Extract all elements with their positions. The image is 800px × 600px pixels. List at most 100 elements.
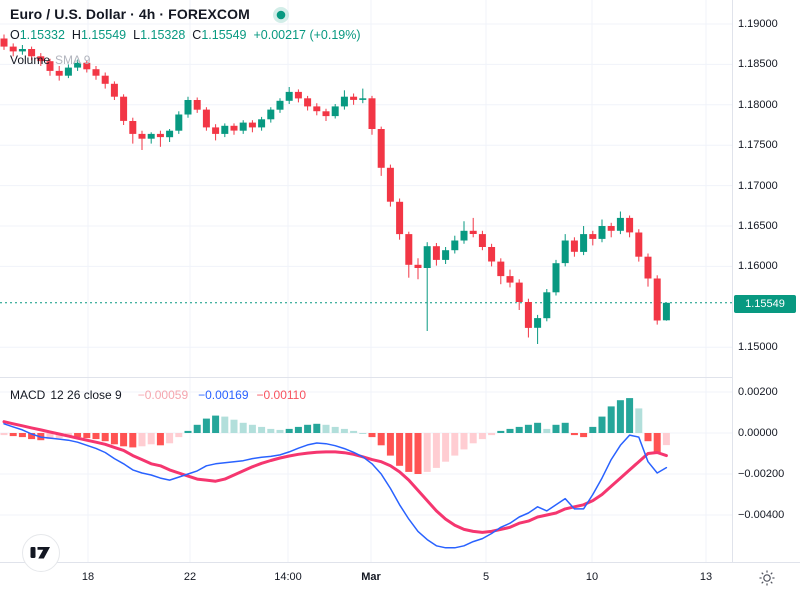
candle-body [534, 318, 542, 328]
macd-histogram-bar [156, 433, 164, 446]
low-value: 1.15328 [140, 28, 186, 42]
candle-body [239, 122, 247, 131]
candle-body [368, 98, 376, 129]
candle-body [561, 240, 569, 264]
open-label: O [10, 28, 20, 42]
time-axis[interactable] [0, 563, 800, 600]
macd-histogram-bar [138, 433, 146, 447]
macd-histogram-bar [101, 433, 109, 442]
close-value: 1.15549 [201, 28, 247, 42]
macd-histogram-bar [626, 398, 634, 433]
candle-body [442, 250, 450, 260]
macd-histogram-bar [368, 433, 376, 438]
candle-body [248, 122, 256, 128]
macd-histogram-bar [478, 433, 486, 440]
macd-histogram-bar [267, 428, 275, 433]
macd-histogram-bar [451, 433, 459, 456]
candle-body [175, 114, 183, 131]
macd-histogram-bar [570, 433, 578, 436]
candle-body [230, 125, 238, 131]
macd-histogram-bar [55, 433, 63, 439]
macd-params: 12 26 close 9 [50, 388, 122, 402]
high-value: 1.15549 [80, 28, 127, 42]
macd-histogram-value: −0.00059 [137, 388, 189, 402]
macd-histogram-bar [616, 400, 624, 433]
price-tick-label: 1.17500 [738, 139, 778, 151]
tradingview-logo-icon [30, 547, 50, 559]
price-tick-label: 1.15000 [738, 341, 778, 353]
candle-body [64, 67, 72, 76]
macd-histogram-bar [644, 433, 652, 442]
macd-histogram-bar [322, 424, 330, 433]
macd-histogram-bar [552, 424, 560, 433]
tradingview-logo-button[interactable] [22, 534, 60, 572]
volume-params: SMA 9 [55, 53, 91, 67]
macd-histogram-bar [230, 419, 238, 433]
macd-label[interactable]: MACD [10, 388, 46, 402]
candle-body [129, 121, 137, 134]
macd-histogram-bar [74, 433, 82, 438]
macd-histogram-bar [46, 433, 54, 440]
candle-body [83, 62, 91, 70]
ohlc-readout: O1.15332 H1.15549 L1.15328 C1.15549 +0.00217… [10, 28, 361, 42]
macd-histogram-bar [294, 426, 302, 433]
candle-body [589, 234, 597, 239]
settings-sun-button[interactable] [758, 569, 776, 587]
macd-histogram-bar [28, 433, 36, 440]
last-price-badge: 1.15549 [734, 295, 796, 313]
candle-body [414, 264, 422, 268]
macd-histogram-bar [414, 433, 422, 474]
time-tick-label: 10 [585, 571, 599, 583]
macd-main-line [3, 423, 668, 549]
candle-body [570, 240, 578, 252]
volume-indicator-legend[interactable]: Volume SMA 9 [10, 53, 90, 67]
volume-label[interactable]: Volume [10, 53, 51, 67]
macd-histogram-bar [469, 433, 477, 444]
candle-body [377, 129, 385, 168]
candle-body [543, 292, 551, 319]
candle-body [626, 217, 634, 233]
candle-body [616, 217, 624, 231]
candle-body [147, 133, 155, 139]
macd-histogram-bar [239, 422, 247, 434]
macd-line-value: −0.00169 [198, 388, 249, 402]
price-tick-label: 1.19000 [738, 18, 778, 30]
macd-histogram-bar [92, 433, 100, 440]
macd-histogram-bar [221, 416, 229, 433]
candle-body [506, 276, 514, 283]
symbol-title[interactable]: Euro / U.S. Dollar · 4h · FOREXCOM [10, 6, 250, 22]
macd-indicator-legend[interactable]: MACD 12 26 close 9 −0.00059 −0.00169 −0.0011… [10, 388, 306, 402]
candle-body [552, 263, 560, 293]
high-label: H [71, 28, 81, 42]
macd-histogram-bar [331, 426, 339, 433]
candle-body [524, 302, 532, 328]
candle-body [662, 302, 670, 321]
macd-histogram-bar [193, 424, 201, 433]
time-tick-label: 14:00 [274, 571, 302, 583]
macd-histogram-bar [285, 428, 293, 433]
macd-tick-label: 0.00000 [738, 427, 778, 439]
candle-body [138, 133, 146, 139]
macd-histogram-bar [166, 433, 174, 444]
candle-body [635, 232, 643, 257]
candle-body [221, 125, 229, 134]
candle-body [28, 49, 36, 57]
macd-histogram-bar [386, 433, 394, 456]
macd-histogram-bar [129, 433, 137, 448]
macd-histogram-bar [350, 430, 358, 433]
candle-body [350, 96, 358, 100]
macd-histogram-bar [460, 433, 468, 450]
macd-histogram-bar [635, 408, 643, 433]
macd-histogram-bar [598, 416, 606, 433]
price-tick-label: 1.18000 [738, 99, 778, 111]
macd-histogram-bar [488, 433, 496, 436]
macd-tick-label: −0.00200 [738, 468, 785, 480]
macd-histogram-bar [313, 423, 321, 433]
time-tick-label: 18 [81, 571, 95, 583]
macd-signal-line [2, 420, 668, 534]
candle-body [55, 70, 63, 76]
close-label: C [192, 28, 202, 42]
candle-body [515, 282, 523, 302]
